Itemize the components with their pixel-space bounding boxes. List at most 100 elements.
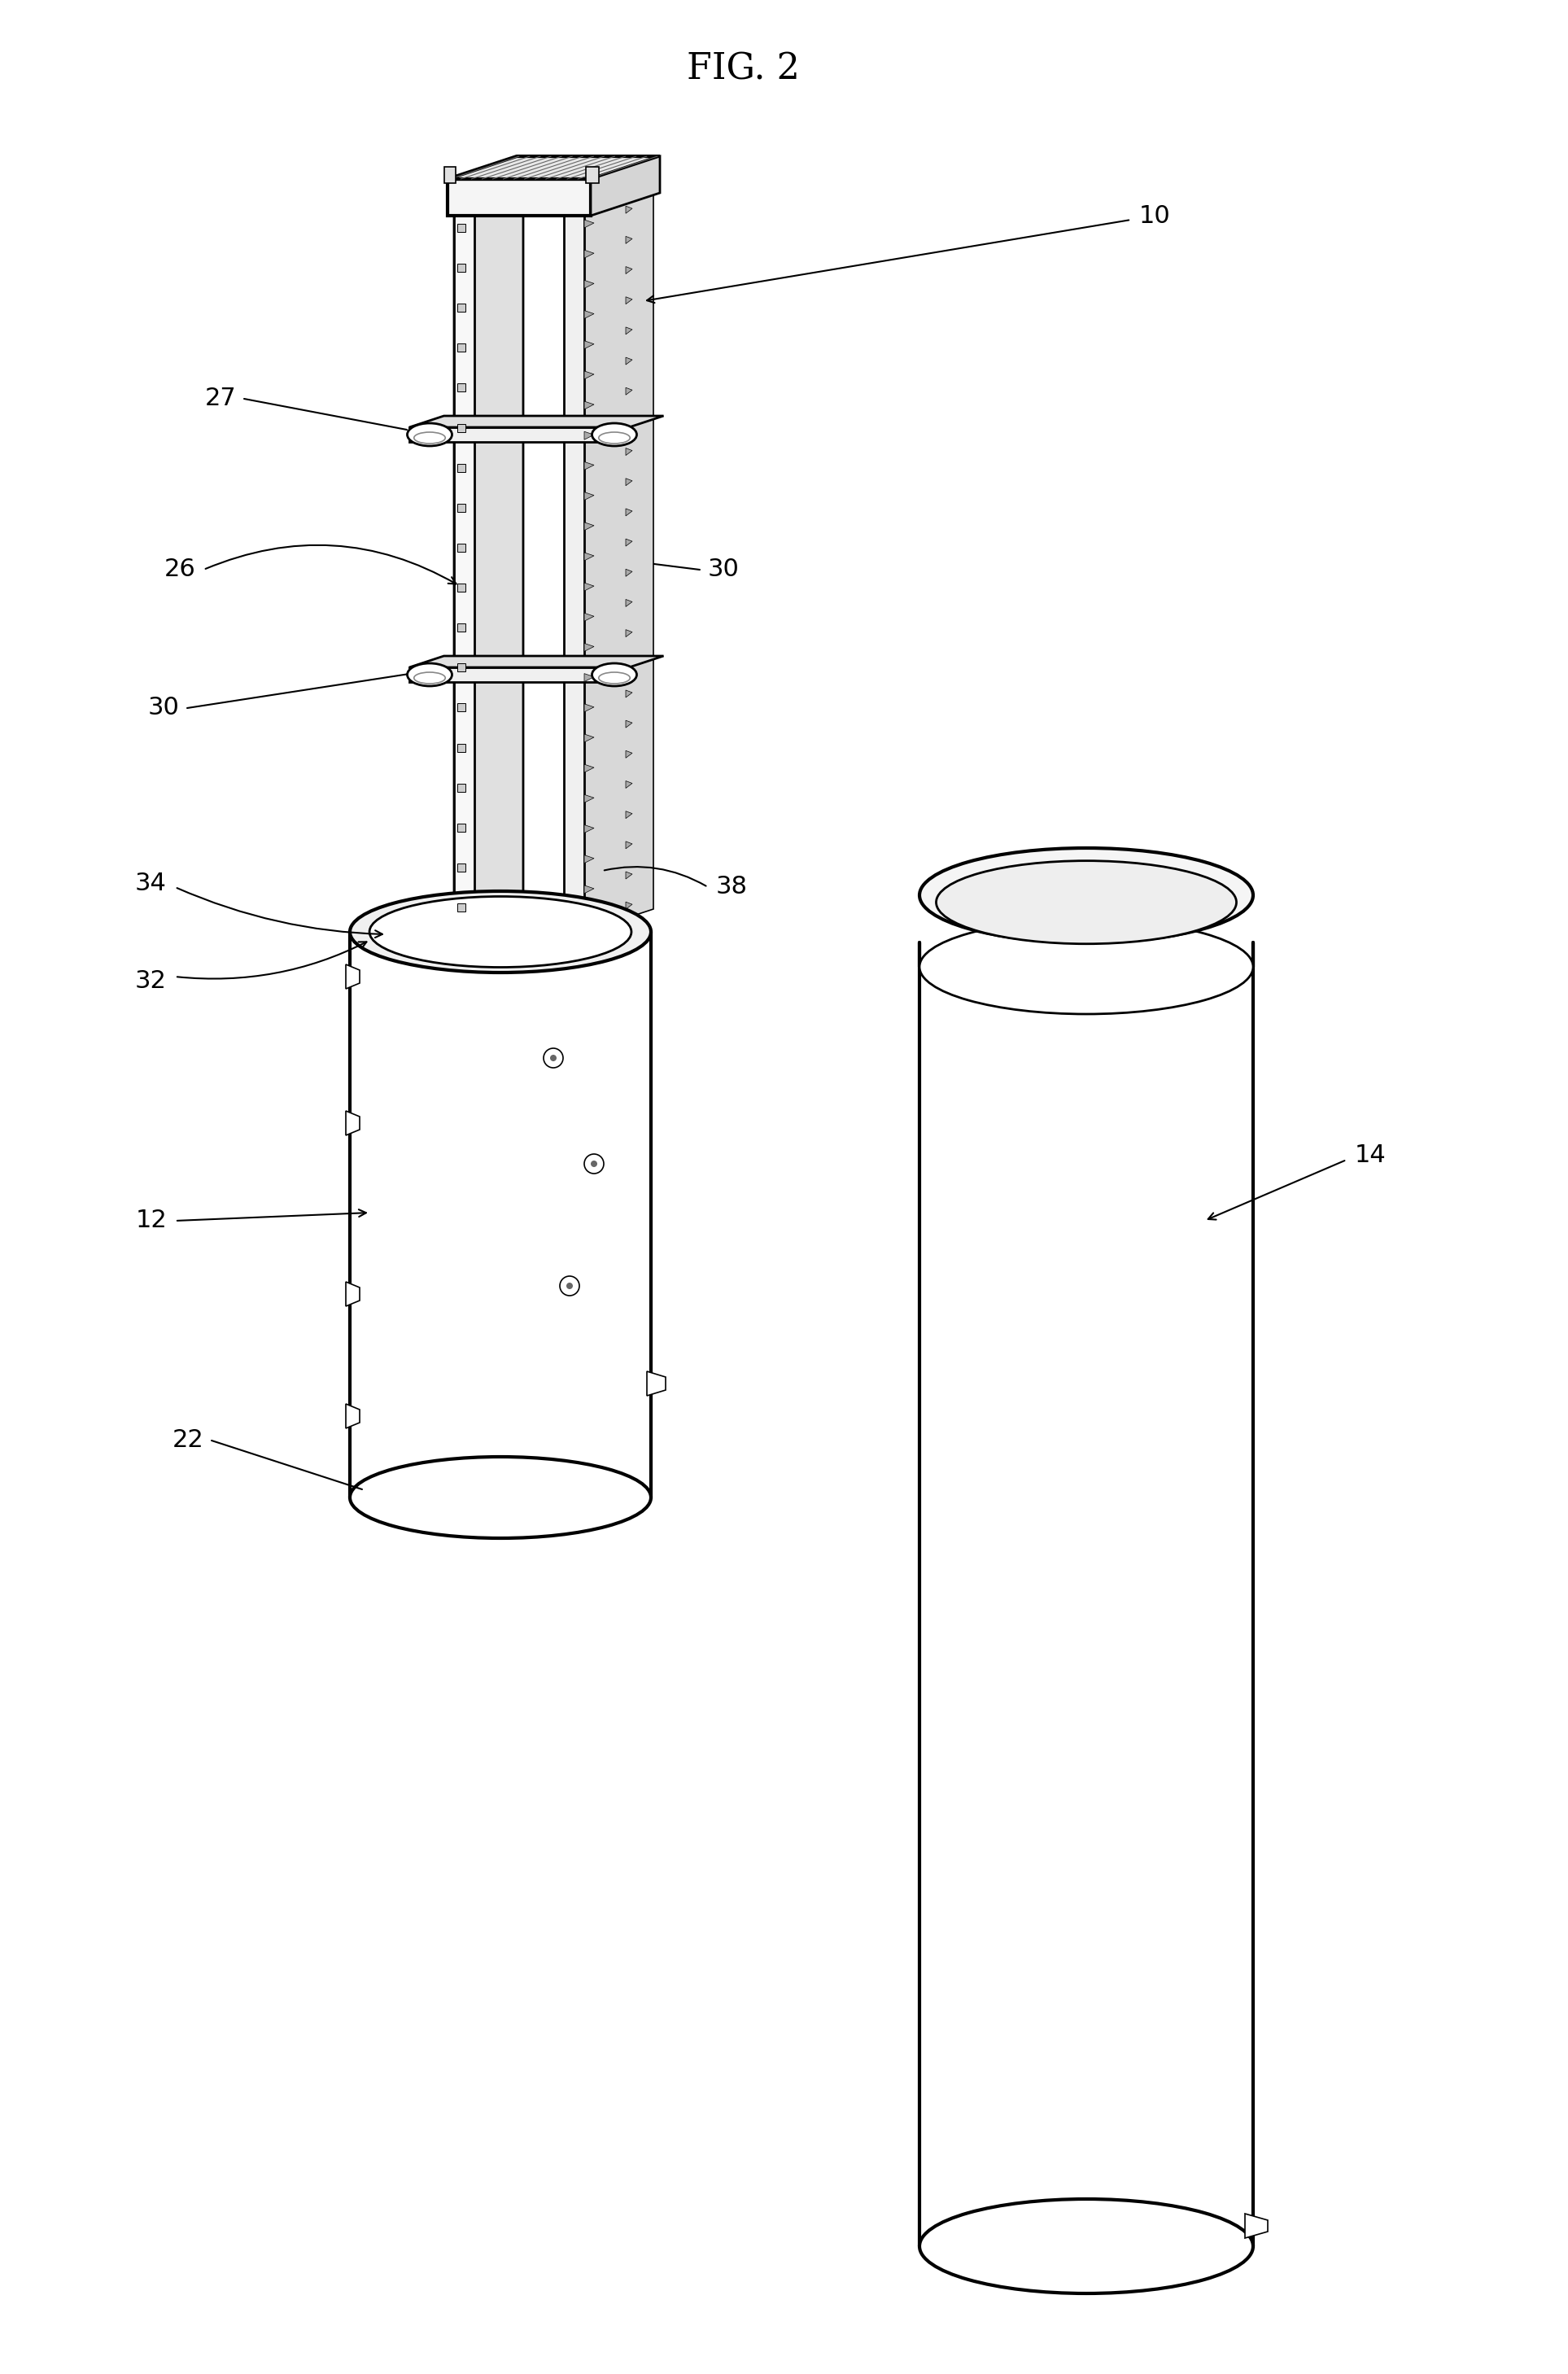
Bar [458,423,466,432]
Polygon shape [585,916,594,923]
Polygon shape [626,418,632,425]
Polygon shape [626,449,632,456]
Polygon shape [447,178,591,216]
Polygon shape [585,764,594,772]
Polygon shape [626,902,632,909]
Polygon shape [409,427,629,442]
Polygon shape [585,249,594,259]
Polygon shape [626,598,632,608]
Circle shape [566,1282,572,1289]
Bar [458,344,466,351]
Polygon shape [626,660,632,667]
Polygon shape [585,612,594,622]
Polygon shape [585,582,594,591]
Text: 38: 38 [717,876,748,900]
Bar [458,463,466,472]
Polygon shape [626,840,632,850]
Text: 30: 30 [707,558,740,582]
Polygon shape [585,855,594,864]
Polygon shape [626,328,632,335]
Polygon shape [585,280,594,287]
Polygon shape [1245,2213,1269,2239]
Circle shape [550,1054,557,1061]
Polygon shape [447,157,660,178]
Ellipse shape [919,848,1253,942]
Ellipse shape [408,662,452,686]
Polygon shape [626,237,632,245]
Ellipse shape [350,1458,651,1538]
Text: 14: 14 [1355,1144,1386,1168]
Polygon shape [648,1372,665,1396]
Polygon shape [347,964,359,990]
Polygon shape [626,266,632,273]
Bar [458,904,466,912]
Text: 34: 34 [135,871,166,895]
Bar [458,624,466,631]
Polygon shape [626,781,632,788]
Text: 22: 22 [172,1429,204,1453]
Polygon shape [626,719,632,729]
Polygon shape [626,871,632,878]
Bar [458,385,466,392]
Polygon shape [585,824,594,833]
Polygon shape [585,674,594,681]
Polygon shape [409,667,629,681]
Polygon shape [455,211,475,933]
Polygon shape [585,432,594,439]
Text: 12: 12 [135,1208,166,1232]
Polygon shape [347,1111,359,1135]
Polygon shape [626,812,632,819]
Ellipse shape [408,423,452,446]
Circle shape [591,1161,597,1168]
Text: 27: 27 [204,387,235,411]
Bar [458,824,466,831]
Bar [458,864,466,871]
Text: FIG. 2: FIG. 2 [687,52,800,88]
Polygon shape [585,463,594,470]
Polygon shape [626,508,632,515]
Ellipse shape [593,423,637,446]
Text: 32: 32 [135,969,166,992]
Polygon shape [517,157,660,192]
Polygon shape [564,211,585,933]
Bar [458,584,466,591]
Polygon shape [626,750,632,757]
Text: 10: 10 [1140,204,1171,228]
Polygon shape [409,655,663,667]
Polygon shape [585,221,594,228]
Polygon shape [585,401,594,408]
Polygon shape [347,1282,359,1306]
Polygon shape [585,795,594,802]
Ellipse shape [593,662,637,686]
Polygon shape [626,358,632,366]
Polygon shape [626,570,632,577]
Polygon shape [585,311,594,318]
Polygon shape [586,166,599,183]
Polygon shape [626,477,632,487]
Polygon shape [626,207,632,214]
Polygon shape [591,157,660,216]
Polygon shape [626,297,632,304]
Ellipse shape [919,919,1253,1014]
Text: 30: 30 [147,696,179,719]
Bar [458,304,466,311]
Polygon shape [626,691,632,698]
Bar [458,662,466,672]
Bar [458,544,466,551]
Polygon shape [585,342,594,349]
Bar [458,783,466,791]
Polygon shape [585,734,594,743]
Polygon shape [409,415,663,427]
Polygon shape [626,387,632,394]
Ellipse shape [350,890,651,973]
Bar [458,264,466,273]
Polygon shape [585,703,594,712]
Polygon shape [585,886,594,893]
Polygon shape [455,190,524,933]
Polygon shape [585,553,594,560]
Polygon shape [585,643,594,650]
Ellipse shape [370,897,632,966]
Bar [458,223,466,233]
Bar [458,743,466,753]
Polygon shape [347,1403,359,1429]
